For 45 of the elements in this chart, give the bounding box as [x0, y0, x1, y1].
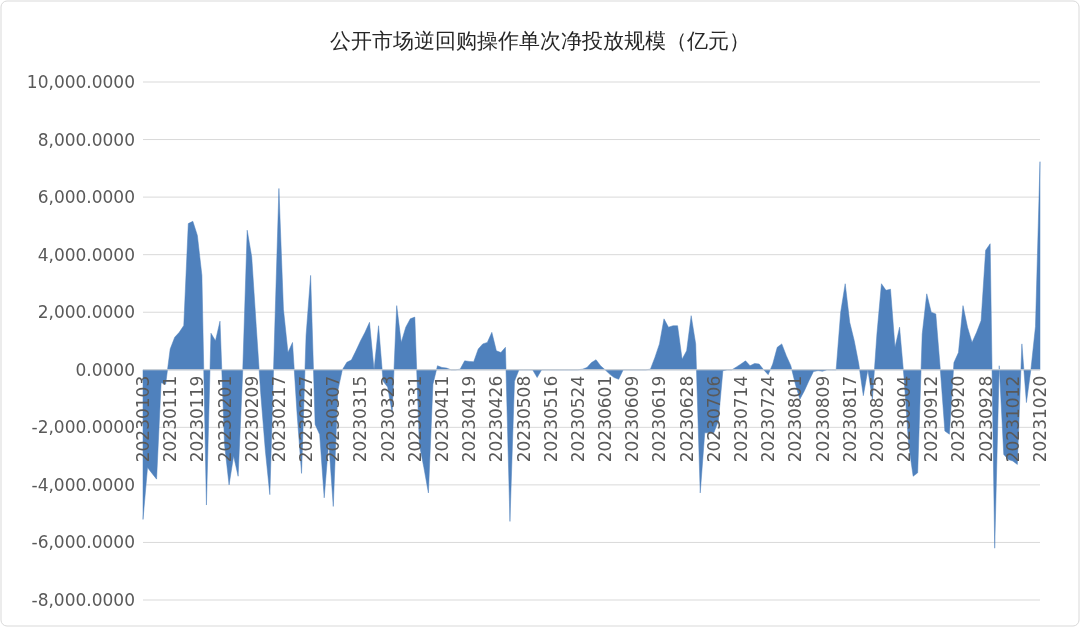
x-tick-label: 20230315 — [350, 375, 371, 463]
chart-title: 公开市场逆回购操作单次净投放规模（亿元） — [330, 29, 750, 53]
x-tick-label: 20230426 — [486, 375, 507, 463]
y-tick-label: 0.0000 — [75, 359, 135, 380]
x-tick-label: 20230508 — [513, 375, 534, 463]
x-tick-label: 20230307 — [323, 375, 344, 463]
y-tick-label: -4,000.0000 — [31, 474, 135, 495]
x-tick-label: 20230928 — [975, 375, 996, 463]
x-tick-label: 20230516 — [540, 375, 561, 463]
x-tick-label: 20230111 — [160, 375, 181, 463]
y-tick-label: -6,000.0000 — [31, 532, 135, 553]
y-tick-label: -2,000.0000 — [31, 417, 135, 438]
x-tick-label: 20230227 — [296, 375, 317, 463]
x-tick-label: 20230920 — [948, 375, 969, 463]
x-tick-label: 20230724 — [758, 375, 779, 463]
y-tick-label: -8,000.0000 — [31, 590, 135, 610]
x-tick-label: 20230904 — [894, 375, 915, 463]
x-tick-label: 20231020 — [1030, 375, 1050, 463]
y-tick-label: 6,000.0000 — [37, 187, 135, 208]
y-tick-label: 4,000.0000 — [37, 244, 135, 265]
x-tick-label: 20230601 — [595, 375, 616, 463]
x-tick-label: 20230209 — [241, 375, 262, 463]
x-tick-label: 20230411 — [432, 375, 452, 463]
x-tick-label: 20231012 — [1002, 375, 1023, 463]
x-tick-label: 20230103 — [133, 375, 153, 463]
y-tick-label: 8,000.0000 — [37, 129, 135, 150]
x-tick-label: 20230524 — [567, 375, 588, 463]
x-tick-label: 20230217 — [268, 375, 289, 463]
x-tick-label: 20230331 — [404, 375, 425, 463]
y-tick-label: 10,000.0000 — [26, 72, 135, 92]
x-tick-label: 20230809 — [812, 375, 833, 463]
x-tick-label: 20230609 — [622, 375, 643, 463]
x-tick-label: 20230119 — [187, 375, 208, 463]
x-tick-label: 20230201 — [214, 375, 235, 463]
y-tick-label: 2,000.0000 — [37, 302, 135, 323]
x-tick-label: 20230825 — [866, 375, 887, 463]
x-tick-label: 20230619 — [649, 375, 670, 463]
x-tick-label: 20230706 — [703, 375, 724, 463]
x-tick-label: 20230628 — [676, 375, 697, 463]
x-tick-label: 20230714 — [731, 375, 751, 463]
x-tick-label: 20230801 — [785, 375, 806, 463]
x-tick-label: 20230419 — [459, 375, 480, 463]
x-tick-label: 20230912 — [921, 375, 942, 463]
x-tick-label: 20230323 — [377, 375, 398, 463]
x-tick-label: 20230817 — [839, 375, 860, 463]
